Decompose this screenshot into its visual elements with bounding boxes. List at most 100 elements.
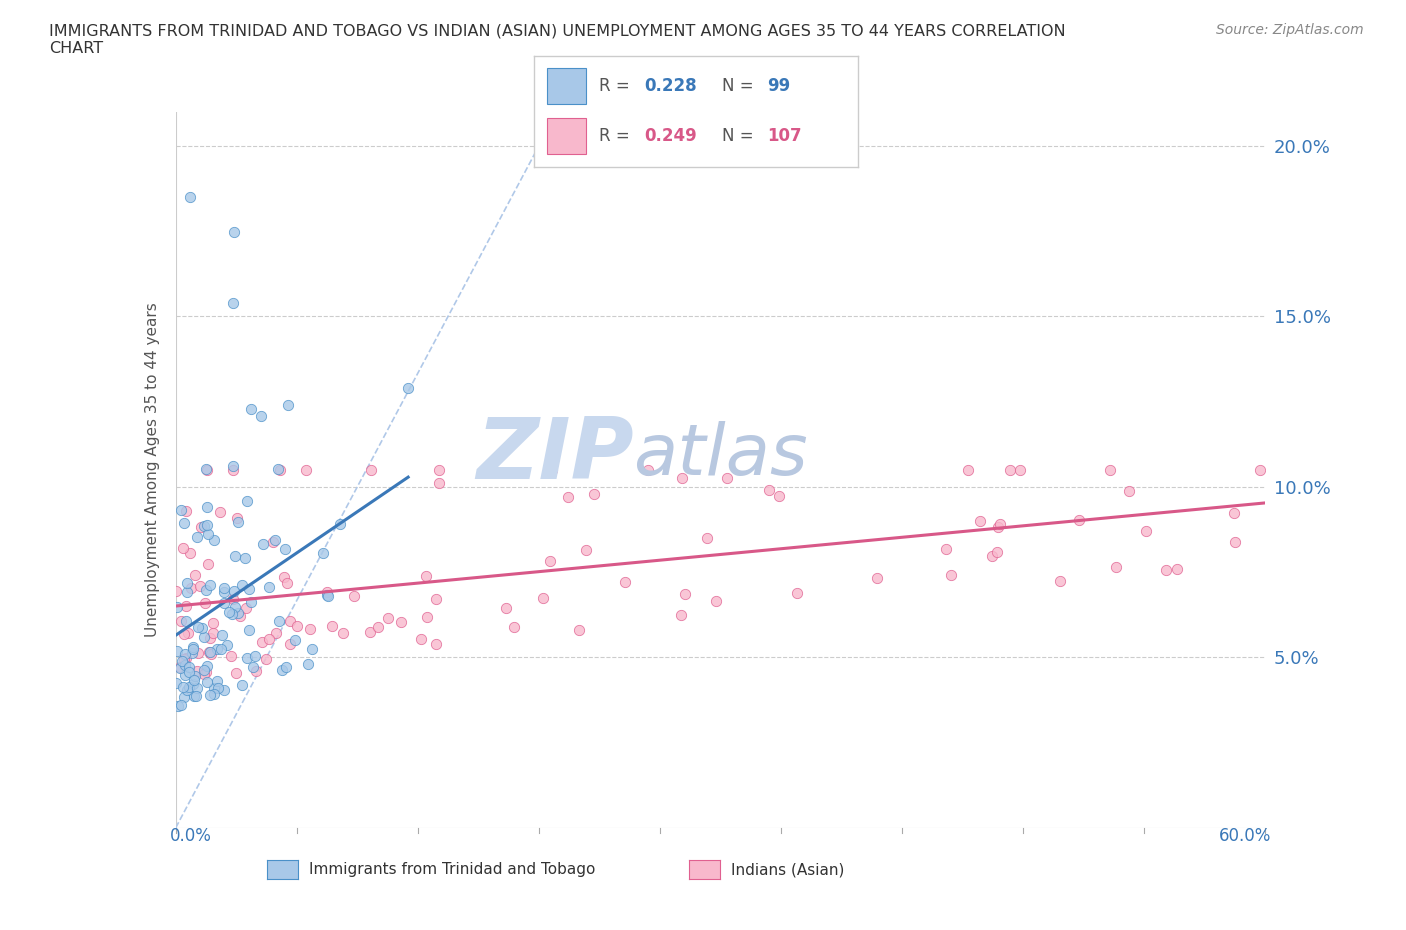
- Text: Source: ZipAtlas.com: Source: ZipAtlas.com: [1216, 23, 1364, 37]
- Point: [215, 638, 238, 653]
- Point: [181, 676, 204, 691]
- Point: [1000, 462, 1022, 477]
- Point: [567, 622, 589, 637]
- Point: [637, 462, 659, 477]
- Point: [212, 596, 235, 611]
- Point: [329, 516, 352, 531]
- Point: [181, 641, 204, 656]
- Point: [194, 595, 217, 610]
- Point: [198, 631, 221, 645]
- Point: [238, 623, 260, 638]
- Point: [274, 541, 297, 556]
- Point: [1105, 560, 1128, 575]
- Point: [179, 546, 201, 561]
- Point: [415, 568, 437, 583]
- Point: [198, 644, 221, 659]
- Point: [226, 511, 249, 525]
- Point: [173, 627, 195, 642]
- Point: [174, 598, 197, 613]
- Point: [409, 631, 432, 646]
- Point: [758, 482, 780, 497]
- Point: [212, 580, 235, 595]
- Point: [166, 644, 188, 658]
- Point: [396, 380, 419, 395]
- Point: [273, 570, 295, 585]
- Point: [176, 585, 198, 600]
- Point: [343, 589, 366, 604]
- Point: [321, 618, 343, 633]
- Point: [262, 534, 284, 549]
- Point: [218, 604, 240, 619]
- Point: [240, 402, 263, 417]
- Point: [186, 529, 208, 544]
- Point: [1135, 524, 1157, 538]
- Point: [557, 489, 579, 504]
- Point: [297, 657, 319, 671]
- Text: 107: 107: [768, 127, 801, 145]
- Point: [208, 504, 231, 519]
- Point: [669, 608, 692, 623]
- Point: [233, 551, 256, 565]
- Point: [1166, 562, 1188, 577]
- Point: [267, 462, 290, 477]
- Point: [174, 651, 197, 666]
- Point: [866, 571, 889, 586]
- Point: [201, 616, 224, 631]
- Point: [225, 665, 247, 680]
- Point: [209, 642, 232, 657]
- Point: [221, 462, 243, 477]
- Text: 0.0%: 0.0%: [170, 827, 212, 844]
- Point: [416, 609, 439, 624]
- Point: [176, 576, 198, 591]
- Point: [167, 698, 190, 713]
- Point: [935, 542, 957, 557]
- Point: [174, 668, 197, 683]
- Point: [222, 591, 245, 606]
- Point: [716, 471, 738, 485]
- Point: [187, 619, 209, 634]
- Point: [212, 585, 235, 600]
- Point: [1118, 484, 1140, 498]
- Point: [673, 586, 696, 601]
- Point: [242, 659, 264, 674]
- Point: [939, 568, 962, 583]
- Point: [222, 224, 245, 239]
- Point: [190, 520, 212, 535]
- Point: [245, 648, 267, 663]
- Point: [198, 644, 221, 659]
- Point: [177, 626, 200, 641]
- Point: [205, 674, 228, 689]
- Point: [429, 476, 451, 491]
- Text: R =: R =: [599, 127, 636, 145]
- Point: [704, 593, 727, 608]
- Point: [165, 676, 187, 691]
- Point: [198, 578, 221, 592]
- Point: [360, 462, 382, 477]
- Point: [186, 680, 208, 695]
- Point: [259, 631, 281, 646]
- Point: [207, 681, 229, 696]
- Point: [195, 658, 218, 673]
- Point: [278, 614, 301, 629]
- Text: 99: 99: [768, 77, 790, 95]
- Point: [1154, 563, 1177, 578]
- Point: [211, 628, 233, 643]
- Point: [1223, 505, 1246, 520]
- Point: [170, 614, 193, 629]
- Text: atlas: atlas: [633, 421, 808, 490]
- Point: [169, 659, 191, 674]
- Point: [197, 556, 219, 571]
- Point: [256, 651, 278, 666]
- Point: [969, 513, 991, 528]
- Point: [252, 537, 274, 551]
- Point: [284, 632, 307, 647]
- Point: [316, 589, 339, 604]
- Point: [173, 646, 195, 661]
- Point: [224, 548, 246, 563]
- Point: [240, 595, 263, 610]
- Point: [172, 540, 194, 555]
- Point: [768, 489, 790, 504]
- Point: [1008, 462, 1031, 477]
- Point: [166, 600, 188, 615]
- Point: [222, 459, 245, 474]
